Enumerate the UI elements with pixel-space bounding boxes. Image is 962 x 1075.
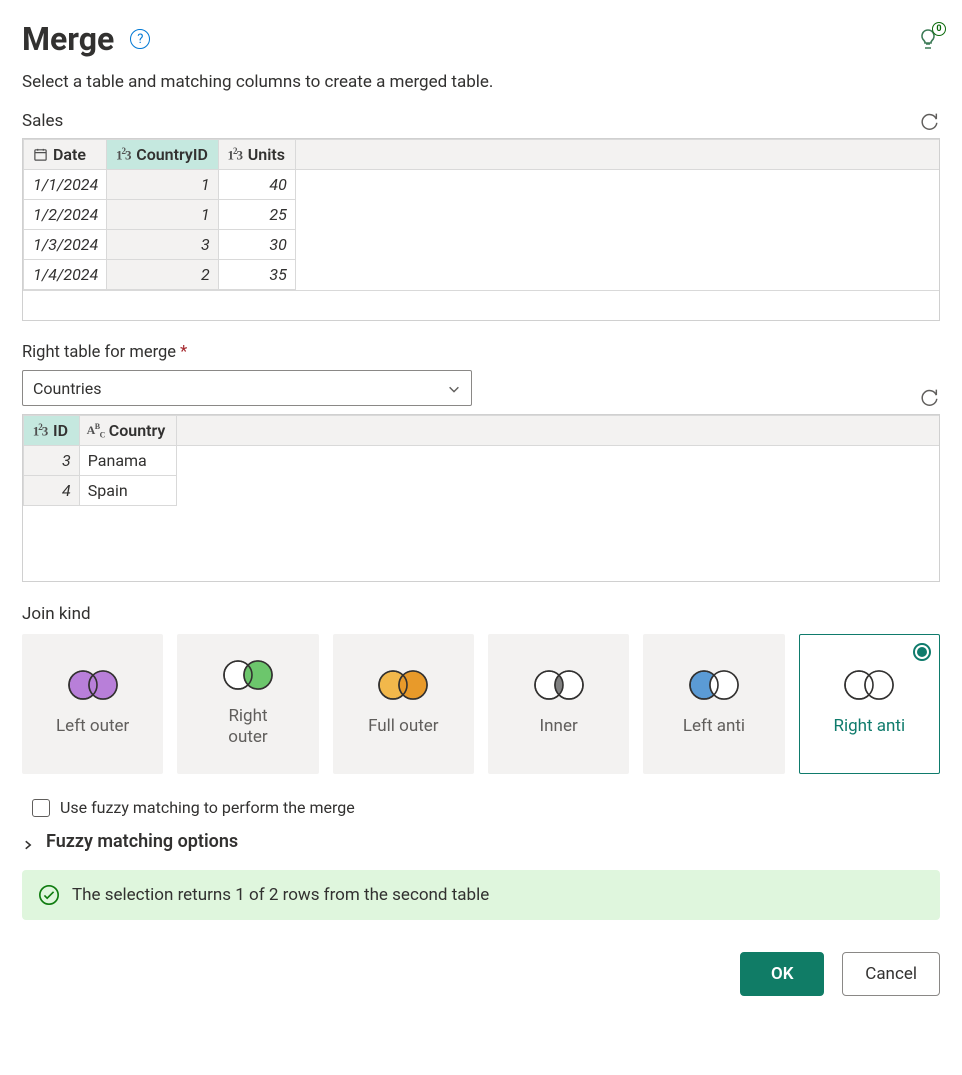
join-option-inner[interactable]: Inner <box>488 634 629 774</box>
left-table-name: Sales <box>22 111 63 131</box>
table-row[interactable]: 1/3/2024330 <box>24 230 940 260</box>
dialog-title: Merge <box>22 20 114 58</box>
fuzzy-matching-checkbox[interactable] <box>32 799 50 817</box>
join-option-label: Rightouter <box>228 706 267 749</box>
column-header[interactable]: Date <box>24 140 107 170</box>
venn-icon <box>534 670 584 704</box>
join-option-label: Left outer <box>56 716 129 737</box>
table-cell: 2 <box>107 260 219 290</box>
table-cell: 1/1/2024 <box>24 170 107 200</box>
join-option-right-anti[interactable]: Right anti <box>799 634 940 774</box>
column-header[interactable]: 123ID <box>24 416 80 446</box>
right-table-grid[interactable]: 123IDABCCountry 3Panama4Spain <box>22 414 940 582</box>
join-option-label: Right anti <box>833 716 905 737</box>
right-table-select[interactable]: Countries <box>22 370 472 406</box>
join-kind-options: Left outer Rightouter Full outer <box>22 634 940 774</box>
right-table-label: Right table for merge * <box>22 343 918 362</box>
table-cell: Spain <box>79 476 176 506</box>
column-header[interactable]: ABCCountry <box>79 416 176 446</box>
join-kind-label: Join kind <box>22 604 940 624</box>
join-option-full-outer[interactable]: Full outer <box>333 634 474 774</box>
ok-button[interactable]: OK <box>740 952 824 996</box>
help-icon[interactable]: ? <box>130 29 150 49</box>
fuzzy-options-label: Fuzzy matching options <box>46 831 238 852</box>
fuzzy-matching-label: Use fuzzy matching to perform the merge <box>60 798 355 817</box>
table-row[interactable]: 4Spain <box>24 476 940 506</box>
refresh-icon[interactable] <box>918 386 940 408</box>
selected-indicator-icon <box>913 643 931 661</box>
venn-icon <box>223 660 273 694</box>
success-icon <box>38 884 60 906</box>
dialog-subtitle: Select a table and matching columns to c… <box>22 72 940 92</box>
join-option-left-outer[interactable]: Left outer <box>22 634 163 774</box>
venn-icon <box>689 670 739 704</box>
table-cell: 1/3/2024 <box>24 230 107 260</box>
table-cell: 30 <box>218 230 295 260</box>
chevron-right-icon <box>22 835 36 849</box>
venn-icon <box>378 670 428 704</box>
table-row[interactable]: 3Panama <box>24 446 940 476</box>
required-star: * <box>180 343 187 362</box>
join-option-label: Full outer <box>368 716 438 737</box>
table-row[interactable]: 1/2/2024125 <box>24 200 940 230</box>
table-cell: 1 <box>107 170 219 200</box>
insight-bulb-icon[interactable]: 0 <box>916 27 940 51</box>
join-option-left-anti[interactable]: Left anti <box>643 634 784 774</box>
column-header[interactable]: 123CountryID <box>107 140 219 170</box>
table-row[interactable]: 1/4/2024235 <box>24 260 940 290</box>
table-cell: 1/2/2024 <box>24 200 107 230</box>
venn-icon <box>68 670 118 704</box>
fuzzy-options-toggle[interactable]: Fuzzy matching options <box>22 831 940 852</box>
table-cell: 35 <box>218 260 295 290</box>
table-cell: 1 <box>107 200 219 230</box>
status-bar: The selection returns 1 of 2 rows from t… <box>22 870 940 920</box>
table-cell: Panama <box>79 446 176 476</box>
table-row[interactable]: 1/1/2024140 <box>24 170 940 200</box>
table-cell: 1/4/2024 <box>24 260 107 290</box>
left-table-grid[interactable]: Date123CountryID123Units 1/1/20241401/2/… <box>22 138 940 321</box>
venn-icon <box>844 670 894 704</box>
bulb-badge: 0 <box>932 22 946 36</box>
refresh-icon[interactable] <box>918 110 940 132</box>
join-option-label: Inner <box>540 716 578 737</box>
table-cell: 4 <box>24 476 80 506</box>
column-header[interactable]: 123Units <box>218 140 295 170</box>
chevron-down-icon <box>447 381 461 395</box>
table-cell: 3 <box>24 446 80 476</box>
join-option-label: Left anti <box>683 716 745 737</box>
cancel-button[interactable]: Cancel <box>842 952 940 996</box>
table-cell: 40 <box>218 170 295 200</box>
table-cell: 3 <box>107 230 219 260</box>
status-message: The selection returns 1 of 2 rows from t… <box>72 885 489 905</box>
table-cell: 25 <box>218 200 295 230</box>
join-option-right-outer[interactable]: Rightouter <box>177 634 318 774</box>
right-table-select-value: Countries <box>33 379 101 398</box>
